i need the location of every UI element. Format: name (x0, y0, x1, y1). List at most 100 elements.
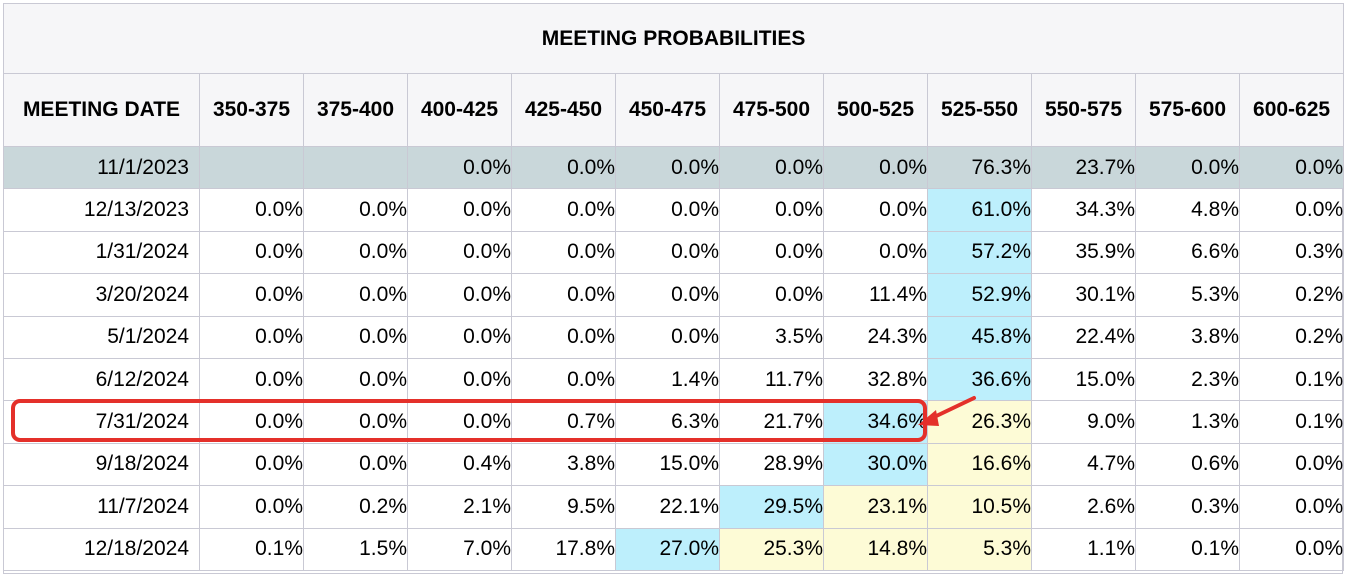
probability-cell: 30.1% (1031, 273, 1136, 317)
probability-cell: 0.0% (1238, 485, 1345, 529)
probability-cell: 1.4% (615, 357, 720, 402)
probability-cell: 0.0% (719, 273, 824, 317)
probability-cell: 0.0% (719, 145, 824, 190)
probability-cell: 24.3% (823, 315, 928, 359)
probability-cell: 0.0% (199, 485, 304, 529)
probability-cell: 2.3% (1135, 357, 1240, 402)
probability-cell: 0.0% (615, 230, 720, 275)
meeting-probabilities-table: MEETING PROBABILITIES MEETING DATE 350-3… (2, 3, 1345, 571)
probability-cell: 0.0% (303, 357, 408, 402)
probability-cell: 0.1% (199, 527, 304, 571)
column-header-range: 600-625 (1238, 73, 1345, 147)
probability-cell: 29.5% (719, 485, 824, 529)
probability-cell: 0.0% (199, 230, 304, 275)
probability-cell: 0.0% (407, 230, 512, 275)
probability-cell: 23.1% (823, 485, 928, 529)
meeting-date-cell: 9/18/2024 (3, 442, 200, 487)
table-row: 12/13/2023 0.0% 0.0% 0.0% 0.0% 0.0% 0.0% 0.0% 61… (3, 188, 1345, 232)
probability-cell: 36.6% (927, 357, 1032, 402)
meeting-date-cell: 1/31/2024 (3, 230, 200, 275)
probability-cell: 57.2% (927, 230, 1032, 275)
column-header-range: 575-600 (1135, 73, 1240, 147)
probability-cell: 0.0% (823, 145, 928, 190)
probability-cell: 0.0% (199, 357, 304, 402)
probability-cell: 0.0% (511, 357, 616, 402)
probability-cell: 0.0% (615, 188, 720, 232)
probability-cell: 35.9% (1031, 230, 1136, 275)
probability-cell: 0.0% (1135, 145, 1240, 190)
probability-cell: 0.0% (1238, 442, 1345, 487)
column-header-range: 425-450 (511, 73, 616, 147)
probability-cell: 22.1% (615, 485, 720, 529)
probability-cell: 0.2% (1238, 273, 1345, 317)
probability-cell: 3.8% (511, 442, 616, 487)
probability-cell: 2.6% (1031, 485, 1136, 529)
probability-cell: 76.3% (927, 145, 1032, 190)
probability-cell: 11.7% (719, 357, 824, 402)
probability-cell: 0.0% (615, 145, 720, 190)
probability-cell: 0.0% (407, 273, 512, 317)
probability-cell: 0.2% (1238, 315, 1345, 359)
probability-cell: 0.0% (823, 188, 928, 232)
probability-cell: 0.3% (1135, 485, 1240, 529)
probability-cell: 0.0% (511, 315, 616, 359)
probability-cell: 30.0% (823, 442, 928, 487)
column-header-range: 350-375 (199, 73, 304, 147)
probability-cell: 26.3% (927, 400, 1032, 444)
probability-cell: 1.3% (1135, 400, 1240, 444)
probability-cell: 61.0% (927, 188, 1032, 232)
probability-cell: 0.0% (615, 273, 720, 317)
probability-cell: 2.1% (407, 485, 512, 529)
probability-cell: 0.4% (407, 442, 512, 487)
probability-cell: 0.0% (199, 188, 304, 232)
probability-cell: 0.1% (1238, 400, 1345, 444)
meeting-date-cell: 3/20/2024 (3, 273, 200, 317)
column-header-range: 550-575 (1031, 73, 1136, 147)
probability-cell: 34.6% (823, 400, 928, 444)
probability-cell (199, 145, 304, 190)
probability-cell: 0.0% (303, 442, 408, 487)
probability-cell: 0.1% (1135, 527, 1240, 571)
probability-cell: 0.0% (303, 400, 408, 444)
probability-cell: 23.7% (1031, 145, 1136, 190)
probability-cell: 0.0% (407, 357, 512, 402)
column-header-range: 500-525 (823, 73, 928, 147)
column-header-meeting-date: MEETING DATE (3, 73, 200, 147)
probability-cell: 0.1% (1238, 357, 1345, 402)
probability-cell: 0.6% (1135, 442, 1240, 487)
probability-cell: 45.8% (927, 315, 1032, 359)
probability-cell: 0.0% (615, 315, 720, 359)
probability-cell: 1.1% (1031, 527, 1136, 571)
probability-cell: 25.3% (719, 527, 824, 571)
probability-cell: 0.0% (511, 145, 616, 190)
meeting-date-cell: 5/1/2024 (3, 315, 200, 359)
probability-cell: 0.0% (303, 188, 408, 232)
table-row: 12/18/2024 0.1% 1.5% 7.0% 17.8% 27.0% 25.3% 14.… (3, 527, 1345, 571)
probability-cell: 21.7% (719, 400, 824, 444)
table-title: MEETING PROBABILITIES (2, 3, 1345, 74)
probability-cell: 22.4% (1031, 315, 1136, 359)
probability-cell: 0.0% (1238, 145, 1345, 190)
table-row-current-meeting: 11/1/2023 0.0% 0.0% 0.0% 0.0% 0.0% 76.3% 23.7% 0… (3, 145, 1345, 190)
table-row: 1/31/2024 0.0% 0.0% 0.0% 0.0% 0.0% 0.0% 0.0% 57.… (3, 230, 1345, 275)
probability-cell: 0.0% (199, 400, 304, 444)
probability-cell: 0.0% (1238, 527, 1345, 571)
probability-cell: 0.0% (407, 188, 512, 232)
probability-cell: 0.0% (407, 400, 512, 444)
probability-cell: 3.8% (1135, 315, 1240, 359)
probability-cell: 0.3% (1238, 230, 1345, 275)
probability-cell: 0.0% (511, 273, 616, 317)
probability-cell: 11.4% (823, 273, 928, 317)
probability-cell: 9.0% (1031, 400, 1136, 444)
column-header-range: 450-475 (615, 73, 720, 147)
probability-cell: 5.3% (1135, 273, 1240, 317)
probability-cell: 16.6% (927, 442, 1032, 487)
probability-cell: 0.0% (407, 315, 512, 359)
probability-cell: 1.5% (303, 527, 408, 571)
probability-cell: 0.0% (199, 442, 304, 487)
probability-cell: 5.3% (927, 527, 1032, 571)
probability-cell: 0.0% (199, 273, 304, 317)
table-row: 6/12/2024 0.0% 0.0% 0.0% 0.0% 1.4% 11.7% 32.8% 3… (3, 357, 1345, 402)
probability-cell: 0.0% (719, 188, 824, 232)
probability-cell: 14.8% (823, 527, 928, 571)
